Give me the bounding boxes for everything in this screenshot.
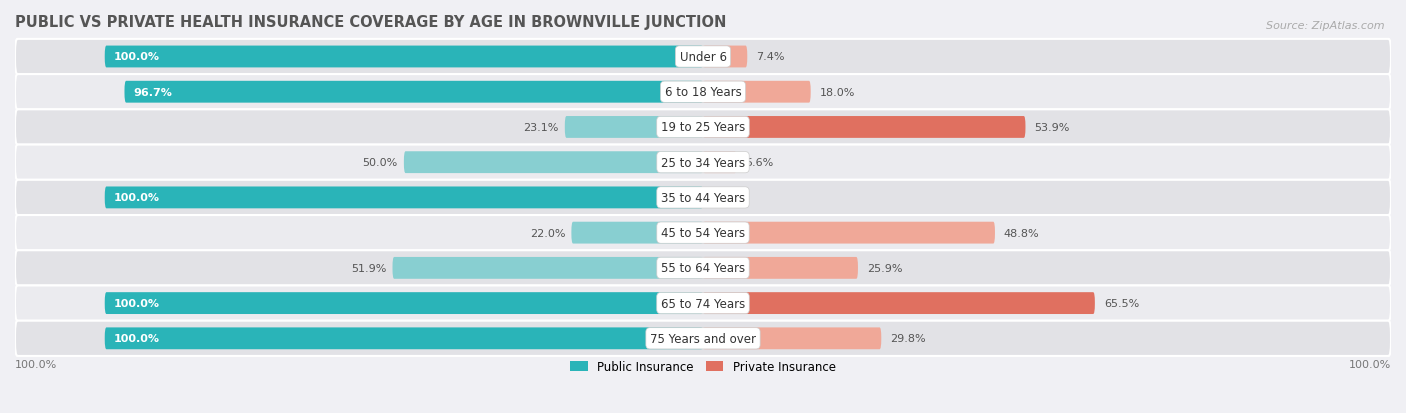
FancyBboxPatch shape <box>703 292 1095 314</box>
Text: 55 to 64 Years: 55 to 64 Years <box>661 262 745 275</box>
Text: 6 to 18 Years: 6 to 18 Years <box>665 86 741 99</box>
FancyBboxPatch shape <box>104 292 703 314</box>
Text: 23.1%: 23.1% <box>523 123 558 133</box>
Text: 53.9%: 53.9% <box>1035 123 1070 133</box>
FancyBboxPatch shape <box>15 286 1391 321</box>
FancyBboxPatch shape <box>703 328 882 349</box>
Text: Under 6: Under 6 <box>679 51 727 64</box>
Text: 100.0%: 100.0% <box>114 193 160 203</box>
FancyBboxPatch shape <box>703 82 811 103</box>
Text: PUBLIC VS PRIVATE HEALTH INSURANCE COVERAGE BY AGE IN BROWNVILLE JUNCTION: PUBLIC VS PRIVATE HEALTH INSURANCE COVER… <box>15 15 727 30</box>
Text: 35 to 44 Years: 35 to 44 Years <box>661 192 745 204</box>
FancyBboxPatch shape <box>392 257 703 279</box>
FancyBboxPatch shape <box>15 216 1391 251</box>
FancyBboxPatch shape <box>104 187 703 209</box>
FancyBboxPatch shape <box>404 152 703 174</box>
Text: 65.5%: 65.5% <box>1104 298 1139 309</box>
Text: 75 Years and over: 75 Years and over <box>650 332 756 345</box>
Text: 100.0%: 100.0% <box>114 334 160 344</box>
Text: 100.0%: 100.0% <box>15 359 58 369</box>
FancyBboxPatch shape <box>565 117 703 138</box>
Text: 50.0%: 50.0% <box>363 158 398 168</box>
Text: 19 to 25 Years: 19 to 25 Years <box>661 121 745 134</box>
Text: 18.0%: 18.0% <box>820 88 855 97</box>
Text: 51.9%: 51.9% <box>352 263 387 273</box>
Text: 45 to 54 Years: 45 to 54 Years <box>661 227 745 240</box>
FancyBboxPatch shape <box>15 40 1391 75</box>
Legend: Public Insurance, Private Insurance: Public Insurance, Private Insurance <box>565 355 841 377</box>
FancyBboxPatch shape <box>703 46 747 68</box>
FancyBboxPatch shape <box>571 222 703 244</box>
Text: 65 to 74 Years: 65 to 74 Years <box>661 297 745 310</box>
Text: 0.0%: 0.0% <box>711 193 740 203</box>
Text: 100.0%: 100.0% <box>1348 359 1391 369</box>
FancyBboxPatch shape <box>703 257 858 279</box>
Text: 96.7%: 96.7% <box>134 88 173 97</box>
FancyBboxPatch shape <box>15 75 1391 110</box>
Text: 7.4%: 7.4% <box>756 52 785 62</box>
Text: 29.8%: 29.8% <box>890 334 927 344</box>
FancyBboxPatch shape <box>125 82 703 103</box>
Text: Source: ZipAtlas.com: Source: ZipAtlas.com <box>1267 21 1385 31</box>
FancyBboxPatch shape <box>104 46 703 68</box>
Text: 5.6%: 5.6% <box>745 158 773 168</box>
FancyBboxPatch shape <box>703 222 995 244</box>
FancyBboxPatch shape <box>15 321 1391 356</box>
FancyBboxPatch shape <box>15 145 1391 180</box>
Text: 48.8%: 48.8% <box>1004 228 1039 238</box>
FancyBboxPatch shape <box>15 110 1391 145</box>
FancyBboxPatch shape <box>15 251 1391 286</box>
Text: 25.9%: 25.9% <box>868 263 903 273</box>
FancyBboxPatch shape <box>15 180 1391 216</box>
Text: 25 to 34 Years: 25 to 34 Years <box>661 156 745 169</box>
Text: 100.0%: 100.0% <box>114 298 160 309</box>
Text: 22.0%: 22.0% <box>530 228 565 238</box>
FancyBboxPatch shape <box>703 152 737 174</box>
Text: 100.0%: 100.0% <box>114 52 160 62</box>
FancyBboxPatch shape <box>104 328 703 349</box>
FancyBboxPatch shape <box>703 117 1025 138</box>
